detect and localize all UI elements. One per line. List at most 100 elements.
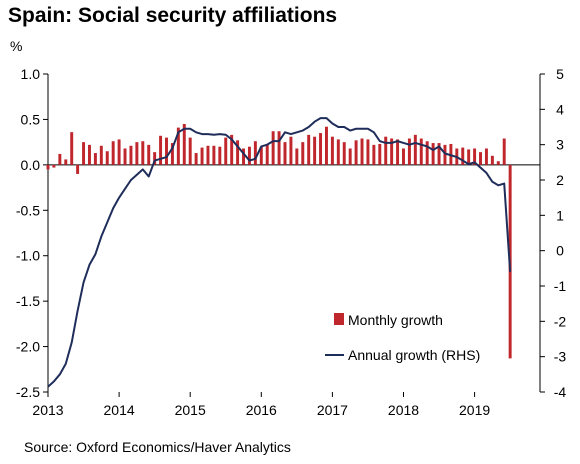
monthly-growth-bar — [443, 144, 447, 165]
monthly-growth-bar — [372, 144, 376, 165]
monthly-growth-bar — [58, 153, 62, 165]
monthly-growth-bar — [194, 153, 198, 165]
monthly-growth-bar — [271, 131, 275, 165]
left-tick-label: -2.0 — [16, 339, 40, 355]
chart-title: Spain: Social security affiliations — [8, 4, 338, 27]
right-tick-label: -3 — [554, 349, 567, 365]
monthly-growth-bar — [354, 140, 358, 165]
legend: Monthly growth Annual growth (RHS) — [325, 312, 480, 363]
right-tick-label: 5 — [556, 66, 564, 82]
monthly-growth-bar — [242, 148, 245, 165]
monthly-growth-bar — [490, 155, 494, 165]
monthly-growth-bar — [319, 133, 323, 165]
monthly-growth-bar — [348, 148, 352, 165]
monthly-growth-bar — [82, 142, 86, 165]
monthly-growth-bar — [200, 147, 204, 165]
monthly-growth-bar — [46, 164, 50, 170]
monthly-growth-bar — [87, 144, 91, 165]
right-tick-label: 3 — [556, 137, 564, 153]
monthly-growth-bar — [479, 152, 482, 165]
monthly-growth-bar — [111, 141, 115, 165]
monthly-growth-bar — [64, 159, 68, 165]
monthly-growth-bar — [147, 144, 151, 165]
x-tick-label: 2014 — [104, 402, 135, 418]
right-tick-label: -1 — [554, 278, 567, 294]
right-tick-label: 2 — [556, 172, 564, 188]
monthly-growth-bar — [129, 145, 133, 165]
legend-label-annual-growth: Annual growth (RHS) — [348, 347, 480, 363]
monthly-growth-bar — [105, 151, 109, 165]
monthly-growth-bar — [165, 137, 168, 165]
monthly-growth-bar — [259, 146, 263, 165]
annual-growth-line — [47, 117, 512, 388]
x-tick-label: 2018 — [388, 402, 419, 418]
monthly-growth-bar — [461, 147, 465, 165]
left-tick-label: 0.0 — [21, 157, 41, 173]
x-tick-label: 2015 — [175, 402, 206, 418]
monthly-growth-bar — [117, 139, 121, 165]
monthly-growth-bar — [419, 138, 423, 165]
monthly-growth-bar — [253, 141, 257, 165]
x-tick-label: 2017 — [317, 402, 348, 418]
left-tick-label: -1.0 — [16, 248, 40, 264]
monthly-growth-bar — [336, 139, 340, 165]
monthly-growth-bar — [265, 143, 269, 165]
monthly-growth-bar — [324, 126, 328, 165]
monthly-growth-bar — [467, 149, 471, 165]
x-tick-label: 2019 — [459, 402, 490, 418]
monthly-growth-bar — [502, 138, 506, 165]
monthly-growth-bar — [342, 142, 346, 165]
monthly-growth-bar — [182, 123, 186, 165]
monthly-growth-bar — [330, 136, 334, 165]
monthly-growth-bar — [247, 146, 251, 165]
monthly-growth-bar — [390, 138, 394, 165]
monthly-growth-bar — [289, 136, 293, 165]
left-axis-unit: % — [10, 38, 23, 54]
legend-swatch-monthly-growth — [334, 313, 344, 325]
monthly-growth-bar — [70, 132, 74, 165]
left-tick-label: -2.5 — [16, 384, 40, 400]
monthly-growth-bar — [295, 148, 299, 165]
monthly-growth-bar — [283, 142, 287, 165]
monthly-growth-bar — [407, 138, 411, 165]
monthly-growth-bar — [99, 145, 103, 165]
left-tick-label: -0.5 — [16, 202, 40, 218]
monthly-growth-bar — [402, 148, 405, 165]
monthly-growth-bar — [52, 164, 56, 168]
x-tick-label: 2016 — [246, 402, 277, 418]
monthly-growth-bar — [484, 148, 488, 165]
right-tick-label: 1 — [556, 207, 564, 223]
monthly-growth-bar — [153, 152, 157, 165]
monthly-growth-bar — [277, 131, 281, 165]
monthly-growth-bar — [135, 142, 139, 165]
tick-labels: 1.0 0.5 0.0 -0.5 -1.0 -1.5 -2.0 -2.5 5 4 3 2 1 0 -1 -2 -… — [16, 66, 567, 418]
monthly-growth-bar — [396, 139, 400, 165]
monthly-growth-bar — [313, 136, 317, 165]
monthly-growth-bar — [437, 143, 441, 165]
legend-label-monthly-growth: Monthly growth — [348, 312, 443, 328]
monthly-growth-bar — [218, 146, 222, 165]
left-tick-label: 1.0 — [21, 66, 41, 82]
monthly-growth-bar — [496, 161, 500, 165]
monthly-growth-bar — [431, 143, 435, 165]
monthly-growth-bar — [159, 135, 163, 165]
monthly-growth-bar — [307, 134, 311, 165]
monthly-growth-bar — [170, 143, 174, 165]
monthly-growth-bar — [366, 139, 370, 165]
monthly-growth-bar — [76, 164, 80, 174]
monthly-growth-bar — [212, 145, 216, 165]
right-tick-label: 0 — [556, 243, 564, 259]
monthly-growth-bar — [188, 137, 192, 165]
monthly-growth-bar — [360, 138, 364, 165]
monthly-growth-bar — [141, 141, 145, 165]
monthly-growth-bar — [413, 134, 417, 165]
monthly-growth-bar — [224, 137, 228, 165]
monthly-growth-bar — [206, 145, 210, 165]
left-tick-label: 0.5 — [21, 111, 41, 127]
monthly-growth-bar — [384, 136, 388, 165]
monthly-growth-bar — [176, 127, 180, 165]
left-tick-label: -1.5 — [16, 293, 40, 309]
monthly-growth-bar — [236, 140, 240, 165]
monthly-growth-bar — [473, 148, 477, 165]
